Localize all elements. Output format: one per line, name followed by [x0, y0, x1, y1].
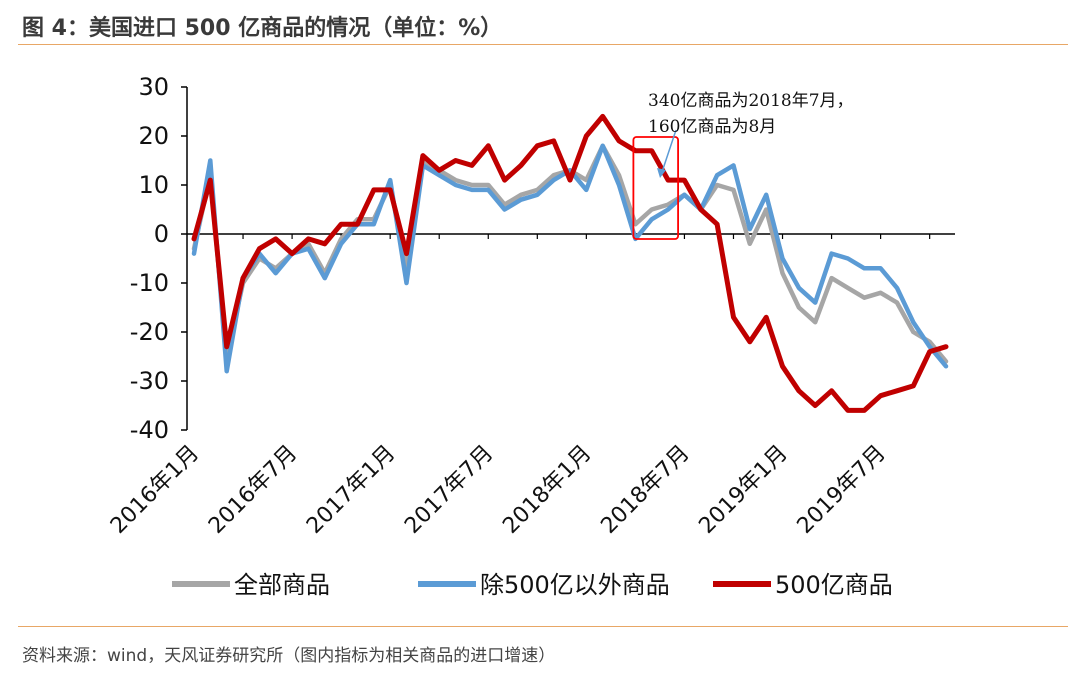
y-tick-label: 30	[138, 73, 169, 101]
x-tick-label: 2018年7月	[596, 441, 694, 539]
series-lines	[191, 113, 949, 413]
y-tick-label: -20	[130, 318, 169, 346]
annotation-pointer	[661, 129, 677, 173]
annotation-text: 340亿商品为2018年7月，	[648, 91, 854, 111]
legend-label: 全部商品	[234, 571, 330, 599]
y-tick-label: -30	[130, 367, 169, 395]
legend-label: 除500亿以外商品	[480, 571, 670, 599]
annotation-arrowhead	[657, 168, 666, 178]
x-tick-label: 2017年1月	[302, 441, 400, 539]
x-tick-label: 2016年7月	[204, 441, 302, 539]
x-tick-label: 2019年1月	[694, 441, 792, 539]
x-tick-label: 2017年7月	[400, 441, 498, 539]
x-tick-label: 2016年1月	[106, 441, 204, 539]
chart-annotation: 340亿商品为2018年7月， 160亿商品为8月	[632, 91, 854, 240]
legend-label: 500亿商品	[775, 571, 893, 599]
footer-divider	[18, 626, 1068, 627]
y-tick-label: -10	[130, 269, 169, 297]
y-tick-label: 10	[138, 171, 169, 199]
source-note: 资料来源：wind，天风证券研究所（图内指标为相关商品的进口增速）	[22, 646, 556, 666]
y-tick-label: -40	[130, 416, 169, 444]
annotation-text: 160亿商品为8月	[648, 117, 776, 137]
highlight-box	[632, 136, 679, 240]
y-tick-label: 20	[138, 122, 169, 150]
y-tick-label: 0	[154, 220, 169, 248]
title-divider	[18, 44, 1068, 45]
x-tick-label: 2018年1月	[498, 441, 596, 539]
x-tick-label: 2019年7月	[793, 441, 891, 539]
legend: 全部商品 除500亿以外商品 500亿商品	[172, 571, 893, 599]
page-title: 图 4：美国进口 500 亿商品的情况（单位：%）	[22, 16, 503, 41]
series-line-3	[191, 113, 949, 413]
